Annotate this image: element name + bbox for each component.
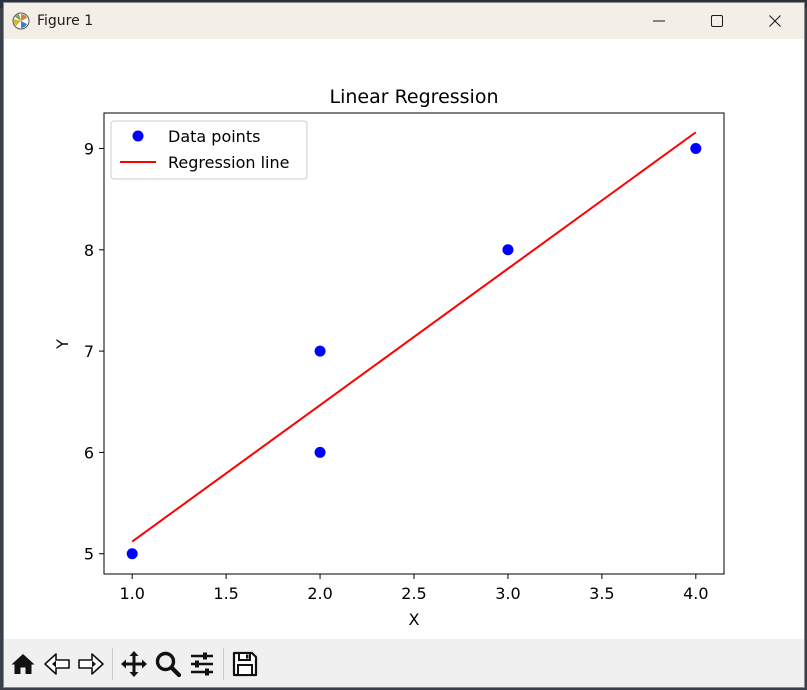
y-tick-label: 6 <box>84 443 94 462</box>
x-tick-label: 4.0 <box>683 584 708 603</box>
y-tick-label: 5 <box>84 545 94 564</box>
pan-button[interactable] <box>117 647 151 681</box>
data-point <box>690 142 702 154</box>
x-axis-label: X <box>409 610 420 629</box>
data-point <box>502 244 514 256</box>
home-icon <box>11 654 35 674</box>
legend-label-data-points: Data points <box>168 127 260 146</box>
close-icon <box>769 15 781 27</box>
toolbar-separator <box>112 648 113 680</box>
home-button[interactable] <box>6 647 40 681</box>
configure-subplots-button[interactable] <box>185 647 219 681</box>
chart-title: Linear Regression <box>329 86 498 108</box>
window-title: Figure 1 <box>37 13 94 29</box>
window-controls <box>630 3 804 39</box>
close-button[interactable] <box>746 3 804 39</box>
title-bar[interactable]: Figure 1 <box>4 3 804 39</box>
toolbar-separator <box>223 648 224 680</box>
x-tick-label: 2.0 <box>307 584 332 603</box>
figure-window: Figure 1 Linear Regression 1.0 1.5 2.0 2.5 3… <box>3 2 805 688</box>
legend-box <box>110 120 308 180</box>
legend-label-regression-line: Regression line <box>168 153 289 172</box>
series-layer <box>126 131 702 560</box>
pan-icon <box>121 651 147 677</box>
y-tick-label: 7 <box>84 342 94 361</box>
regression-chart: Linear Regression 1.0 1.5 2.0 2.5 3.0 3.5 4.0 … <box>53 86 725 629</box>
y-tick-label: 9 <box>84 139 94 158</box>
forward-button[interactable] <box>74 647 108 681</box>
regression-line <box>131 131 697 543</box>
data-point <box>314 345 326 357</box>
legend-marker-data-points <box>132 130 144 142</box>
data-point <box>314 446 326 458</box>
matplotlib-app-icon <box>12 12 30 30</box>
x-axis-ticks: 1.0 1.5 2.0 2.5 3.0 3.5 4.0 <box>119 574 709 603</box>
save-button[interactable] <box>228 647 262 681</box>
minimize-button[interactable] <box>630 3 688 39</box>
maximize-button[interactable] <box>688 3 746 39</box>
x-tick-label: 3.5 <box>589 584 614 603</box>
figure-canvas[interactable]: Linear Regression 1.0 1.5 2.0 2.5 3.0 3.5 4.0 … <box>4 39 804 639</box>
configure-subplots-icon <box>191 652 213 676</box>
x-tick-label: 2.5 <box>401 584 426 603</box>
back-icon <box>44 653 70 675</box>
minimize-icon <box>653 20 665 22</box>
x-tick-label: 1.5 <box>213 584 238 603</box>
zoom-icon <box>155 651 182 678</box>
maximize-icon <box>711 15 723 27</box>
x-tick-label: 3.0 <box>495 584 520 603</box>
forward-icon <box>78 653 104 675</box>
back-button[interactable] <box>40 647 74 681</box>
axes-frame <box>103 112 725 575</box>
legend: Data points Regression line <box>110 120 308 180</box>
navigation-toolbar <box>4 639 804 687</box>
y-tick-label: 8 <box>84 241 94 260</box>
x-tick-label: 1.0 <box>119 584 144 603</box>
data-point <box>126 548 138 560</box>
y-axis-ticks: 5 6 7 8 9 <box>84 139 104 564</box>
zoom-button[interactable] <box>151 647 185 681</box>
save-icon <box>232 651 258 677</box>
y-axis-label: Y <box>53 339 72 350</box>
